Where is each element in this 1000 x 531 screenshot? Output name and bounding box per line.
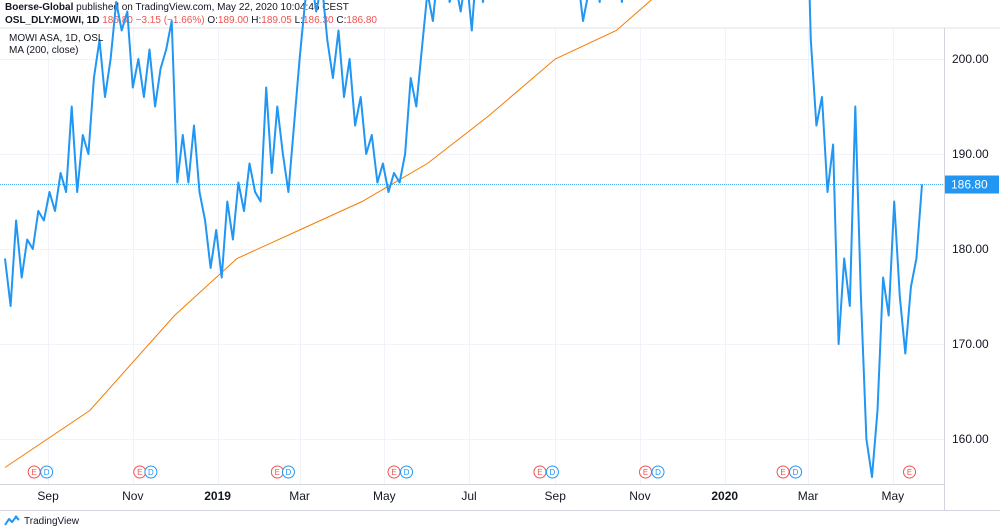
time-tick-label: Jul xyxy=(461,489,476,503)
time-tick-label: Nov xyxy=(629,489,650,503)
svg-text:D: D xyxy=(286,468,292,477)
series-layer xyxy=(4,0,923,478)
symbol-label: OSL_DLY:MOWI, 1D xyxy=(5,15,100,26)
time-tick-label: 2020 xyxy=(711,489,738,503)
earnings-marker[interactable]: E xyxy=(902,465,916,479)
ohlc-line: OSL_DLY:MOWI, 1D 186.80 −3.15 (−1.66%) O… xyxy=(5,15,377,26)
time-tick-label: May xyxy=(373,489,396,503)
svg-text:D: D xyxy=(404,468,410,477)
footer: TradingView xyxy=(4,513,79,529)
svg-text:D: D xyxy=(793,468,799,477)
svg-text:E: E xyxy=(907,468,912,477)
time-tick-label: May xyxy=(881,489,904,503)
time-tick-label: Sep xyxy=(545,489,567,503)
dividend-marker[interactable]: D xyxy=(789,465,803,479)
earnings-marker[interactable]: E xyxy=(776,465,790,479)
last-value: 186.80 xyxy=(102,15,133,26)
svg-text:E: E xyxy=(391,468,396,477)
price-tick-label: 200.00 xyxy=(952,52,989,66)
time-tick-label: Sep xyxy=(37,489,59,503)
svg-text:E: E xyxy=(32,468,37,477)
open-value: 189.00 xyxy=(217,15,249,26)
tradingview-logo-icon[interactable] xyxy=(4,515,20,527)
dividend-marker[interactable]: D xyxy=(144,465,158,479)
ma-200-line[interactable] xyxy=(4,0,922,468)
last-price-badge xyxy=(945,175,999,194)
svg-text:E: E xyxy=(275,468,280,477)
svg-text:D: D xyxy=(148,468,154,477)
tradingview-brand[interactable]: TradingView xyxy=(24,515,80,527)
grid xyxy=(0,28,944,484)
publish-date: published on TradingView.com, May 22, 20… xyxy=(76,2,349,13)
svg-text:E: E xyxy=(137,468,142,477)
price-tick-label: 180.00 xyxy=(952,242,989,256)
price-line[interactable] xyxy=(4,0,923,478)
earnings-marker[interactable]: E xyxy=(270,465,284,479)
dividend-marker[interactable]: D xyxy=(545,465,559,479)
dividend-marker[interactable]: D xyxy=(281,465,295,479)
open-label: O: xyxy=(207,15,218,26)
author-name[interactable]: Boerse-Global xyxy=(5,2,74,13)
earnings-marker[interactable]: E xyxy=(133,465,147,479)
legend-title: MOWI ASA, 1D, OSL xyxy=(9,33,104,44)
low-label: L: xyxy=(294,15,303,26)
earnings-marker[interactable]: E xyxy=(27,465,41,479)
low-value: 186.30 xyxy=(302,15,334,26)
svg-text:D: D xyxy=(550,468,556,477)
high-label: H: xyxy=(251,15,262,26)
close-value: 186.80 xyxy=(346,15,377,26)
high-value: 189.05 xyxy=(261,15,292,26)
chart-header: Boerse-Global published on TradingView.c… xyxy=(0,0,1000,28)
time-axis[interactable]: Sep Nov 2019 Mar May Jul Sep Nov 2020 Mar May xyxy=(37,489,904,503)
svg-text:D: D xyxy=(655,468,661,477)
earnings-marker[interactable]: E xyxy=(387,465,401,479)
svg-text:D: D xyxy=(44,468,50,477)
publish-info: Boerse-Global published on TradingView.c… xyxy=(5,2,349,13)
svg-text:E: E xyxy=(643,468,648,477)
time-tick-label: Mar xyxy=(798,489,819,503)
last-price-layer: 186.80 xyxy=(0,175,999,194)
earnings-marker[interactable]: E xyxy=(533,465,547,479)
dividend-marker[interactable]: D xyxy=(651,465,665,479)
svg-text:E: E xyxy=(780,468,785,477)
earnings-marker[interactable]: E xyxy=(639,465,653,479)
close-label: C: xyxy=(336,15,347,26)
time-tick-label: Mar xyxy=(289,489,310,503)
price-tick-label: 170.00 xyxy=(952,337,989,351)
last-price-label: 186.80 xyxy=(951,178,988,192)
time-tick-label: Nov xyxy=(122,489,143,503)
legend-indicator[interactable]: MA (200, close) xyxy=(9,45,79,56)
svg-text:E: E xyxy=(537,468,542,477)
dividend-marker[interactable]: D xyxy=(400,465,414,479)
change-value: −3.15 (−1.66%) xyxy=(135,15,205,26)
price-tick-label: 160.00 xyxy=(952,432,989,446)
time-tick-label: 2019 xyxy=(204,489,231,503)
chart-legend: MOWI ASA, 1D, OSL MA (200, close) xyxy=(9,33,103,57)
price-tick-label: 190.00 xyxy=(952,147,989,161)
dividend-marker[interactable]: D xyxy=(40,465,54,479)
price-axis[interactable]: 160.00170.00180.00190.00200.00210.00220.… xyxy=(952,0,989,446)
